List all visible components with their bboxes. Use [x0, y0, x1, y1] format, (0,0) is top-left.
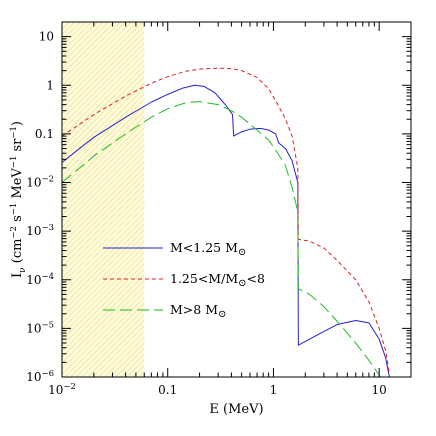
y-tick-label: 10−3 — [26, 223, 54, 238]
series-line-1 — [62, 67, 390, 374]
y-tick-label: 10 — [39, 30, 54, 44]
y-tick-label: 10−5 — [26, 320, 54, 335]
y-axis-label: Iν (cm−2 s−1 MeV−1 sr−1) — [9, 121, 28, 278]
y-tick-label: 10−6 — [26, 369, 54, 384]
legend-label-2: M>8 M⊙ — [170, 302, 226, 320]
x-axis-label: E (MeV) — [209, 402, 263, 417]
shaded-region — [62, 22, 145, 377]
legend-label-0: M<1.25 M⊙ — [170, 240, 246, 258]
series-line-2 — [62, 101, 381, 377]
y-tick-label: 0.1 — [35, 127, 54, 141]
y-tick-label: 10−2 — [26, 175, 54, 190]
series-line-0 — [62, 84, 390, 377]
x-tick-label: 1 — [270, 383, 278, 397]
x-tick-label: 0.1 — [158, 383, 177, 397]
plot-frame — [61, 21, 412, 378]
x-tick-label: 10−2 — [48, 382, 76, 397]
x-tick-label: 10 — [372, 383, 387, 397]
legend-label-1: 1.25<M/M⊙<8 — [170, 271, 265, 289]
y-tick-label: 1 — [46, 78, 54, 92]
y-tick-label: 10−4 — [26, 272, 54, 287]
